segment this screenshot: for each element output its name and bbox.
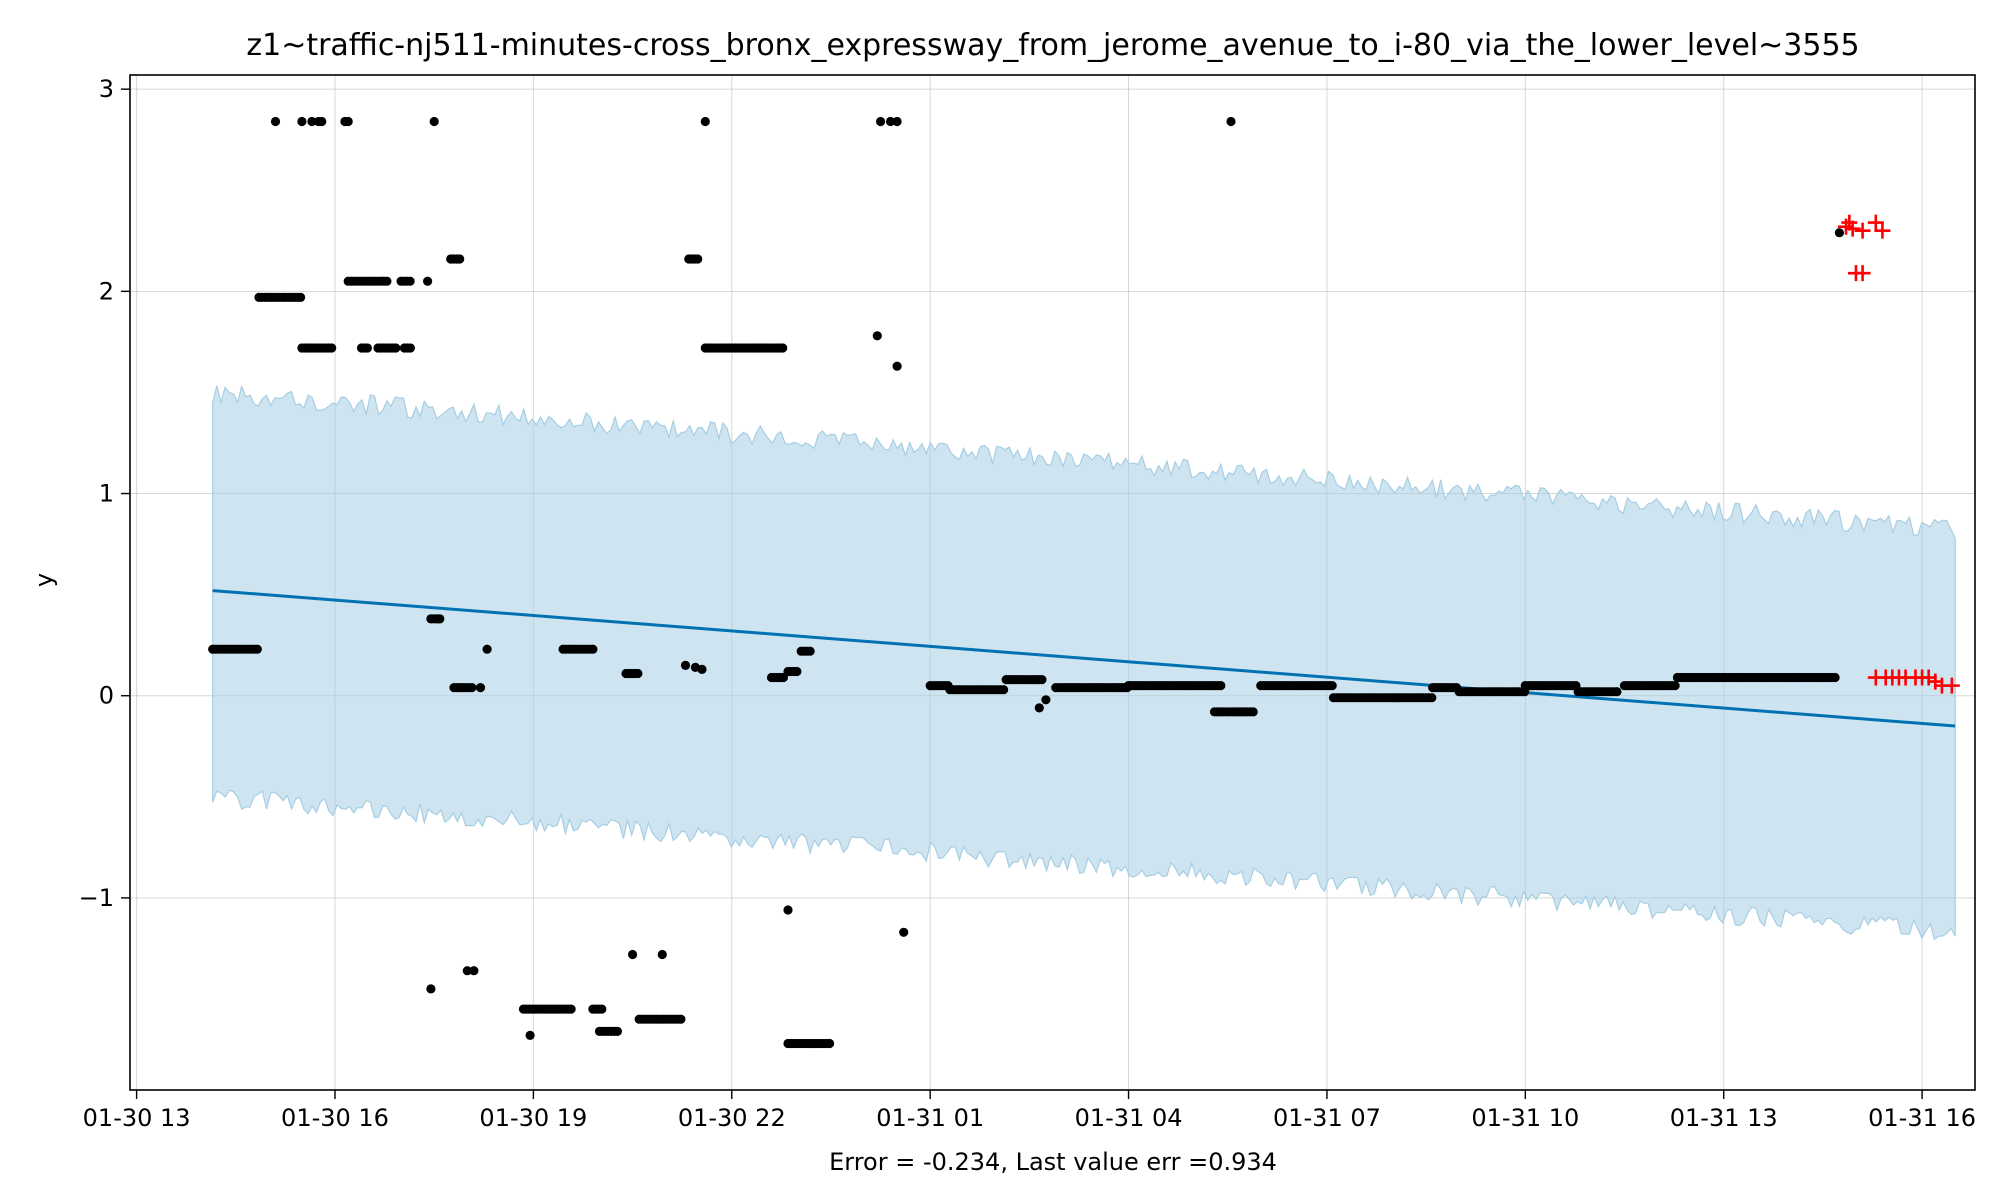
observed-point [525, 1030, 535, 1040]
observed-point [327, 343, 337, 353]
y-tick-label: −1 [79, 884, 114, 912]
observed-point [612, 1026, 623, 1036]
observed-point [429, 116, 439, 127]
observed-point [405, 276, 415, 286]
observed-point [657, 949, 667, 960]
observed-point [475, 683, 486, 693]
observed-point [297, 116, 307, 127]
x-tick-label: 01-31 16 [1868, 1104, 1976, 1132]
observed-point [1670, 681, 1680, 691]
observed-point [783, 905, 793, 915]
x-axis-label: Error = -0.234, Last value err =0.934 [829, 1148, 1277, 1176]
observed-point [872, 331, 882, 341]
observed-point [307, 116, 317, 127]
observed-point [899, 927, 909, 937]
observed-point [633, 668, 643, 679]
x-tick-label: 01-31 01 [876, 1104, 984, 1132]
anomaly-marker [1844, 220, 1861, 237]
y-tick-label: 1 [99, 480, 114, 508]
observed-point [700, 116, 710, 127]
observed-point [1834, 228, 1844, 238]
observed-point [1034, 703, 1044, 713]
observed-point [317, 116, 327, 127]
y-tick-label: 0 [99, 682, 114, 710]
observed-point [482, 644, 492, 654]
x-tick-label: 01-30 13 [83, 1104, 191, 1132]
observed-point [1216, 681, 1226, 691]
observed-point [455, 254, 465, 264]
observed-point [1427, 693, 1437, 703]
plot-frame [129, 74, 1976, 1091]
observed-point [423, 276, 433, 286]
observed-point [391, 343, 401, 353]
observed-point [1327, 681, 1337, 691]
uncertainty-band [212, 384, 1956, 941]
x-tick-label: 01-31 10 [1471, 1104, 1579, 1132]
observed-point [462, 966, 472, 976]
anomaly-marker [1867, 214, 1884, 231]
observed-point [588, 644, 598, 654]
y-tick-label: 3 [99, 75, 114, 103]
anomaly-marker [1854, 222, 1871, 239]
x-tick-label: 01-30 16 [281, 1104, 389, 1132]
y-axis: −1 0 1 2 3 [79, 75, 130, 912]
observed-point [999, 685, 1009, 695]
anomaly-markers-layer [1838, 214, 1960, 694]
x-tick-label: 01-31 13 [1670, 1104, 1778, 1132]
observed-point [432, 614, 443, 624]
observed-point [805, 646, 815, 656]
trend-line [212, 589, 1956, 728]
observed-point [1830, 672, 1840, 683]
observed-point [778, 343, 788, 353]
observed-point [1612, 687, 1622, 697]
observed-point [1037, 675, 1047, 685]
chart-title: z1~traffic-nj511-minutes-cross_bronx_exp… [246, 28, 1859, 63]
observed-point [362, 343, 372, 353]
x-tick-label: 01-31 07 [1273, 1104, 1381, 1132]
observed-point [892, 361, 902, 371]
observed-points-layer [208, 116, 1844, 1049]
observed-point [566, 1004, 576, 1014]
observed-point [693, 254, 703, 264]
observed-point [469, 966, 479, 976]
trend-line-layer [212, 589, 1956, 728]
observed-point [680, 660, 691, 671]
observed-point [343, 116, 353, 127]
uncertainty-band-layer [212, 384, 1956, 941]
x-tick-label: 01-31 04 [1075, 1104, 1183, 1132]
observed-point [676, 1014, 686, 1024]
anomaly-marker [1854, 265, 1871, 282]
observed-point [467, 683, 477, 693]
observed-point [426, 984, 436, 994]
anomaly-marker [1874, 222, 1891, 239]
observed-point [296, 292, 306, 302]
observed-point [628, 949, 638, 960]
observed-point [405, 343, 415, 353]
observed-point [597, 1004, 607, 1014]
y-tick-label: 2 [99, 277, 114, 305]
observed-point [382, 276, 392, 286]
x-tick-label: 01-30 22 [678, 1104, 786, 1132]
observed-point [892, 116, 902, 127]
observed-point [1041, 695, 1051, 705]
observed-point [697, 664, 707, 675]
observed-point [1226, 116, 1236, 127]
observed-point [270, 116, 281, 127]
observed-point [885, 116, 896, 127]
anomaly-marker [1943, 677, 1960, 694]
y-axis-label: y [30, 573, 58, 587]
observed-point [252, 644, 262, 654]
observed-point [876, 116, 886, 127]
observed-point [792, 666, 802, 677]
observed-point [1248, 707, 1258, 717]
observed-point [825, 1038, 835, 1049]
x-tick-label: 01-30 19 [479, 1104, 587, 1132]
x-axis: 01-30 13 01-30 16 01-30 19 01-30 22 01-31 01… [83, 1090, 1976, 1132]
